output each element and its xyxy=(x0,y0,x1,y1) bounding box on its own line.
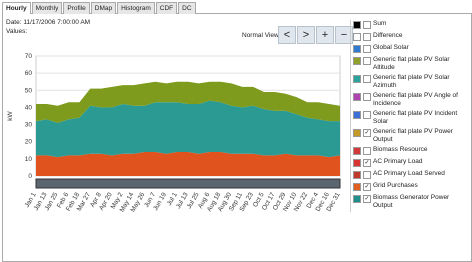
legend-item: Difference xyxy=(351,32,469,42)
legend-item: Generic flat plate PV Incident Solar xyxy=(351,110,469,126)
area-series xyxy=(36,100,340,158)
legend-label: AC Primary Load Served xyxy=(373,170,445,177)
date-label: Date: 11/17/2006 7:00:00 AM xyxy=(6,19,91,26)
legend-label: Biomass Resource xyxy=(373,146,428,153)
tab-bar: Hourly Monthly Profile DMap Histogram CDF DC xyxy=(2,2,197,14)
tab[interactable]: DMap xyxy=(90,2,117,14)
legend-swatch xyxy=(353,57,361,65)
legend-swatch xyxy=(353,33,361,41)
checkbox[interactable] xyxy=(363,75,371,83)
legend-swatch xyxy=(353,183,361,191)
legend-label: Generic flat plate PV Power Output xyxy=(373,128,453,143)
checkbox[interactable] xyxy=(363,21,371,29)
legend: Sum Difference Global Solar Generic flat pl… xyxy=(350,20,469,212)
y-axis-label: kW xyxy=(7,110,14,120)
tab[interactable]: Histogram xyxy=(117,2,155,14)
legend-swatch xyxy=(353,147,361,155)
checkbox[interactable]: ✓ xyxy=(363,183,371,191)
legend-label: Biomass Generator Power Output xyxy=(373,194,450,209)
checkbox[interactable] xyxy=(363,33,371,41)
button[interactable]: + xyxy=(316,26,334,44)
tab[interactable]: CDF xyxy=(155,2,178,14)
y-tick-label: 30 xyxy=(25,122,33,129)
checkbox[interactable] xyxy=(363,171,371,179)
legend-item: ✓ Biomass Generator Power Output xyxy=(351,194,469,210)
legend-item: Sum xyxy=(351,20,469,30)
legend-swatch xyxy=(353,159,361,167)
legend-item: Generic flat plate PV Solar Azimuth xyxy=(351,74,469,90)
area-series xyxy=(36,81,340,123)
legend-item: AC Primary Load Served xyxy=(351,170,469,180)
legend-swatch xyxy=(353,171,361,179)
legend-label: Generic flat plate PV Solar Azimuth xyxy=(373,74,450,89)
area-series xyxy=(36,152,340,176)
legend-item: Generic flat plate PV Solar Altitude xyxy=(351,56,469,72)
legend-swatch xyxy=(353,21,361,29)
legend-item: ✓ Generic flat plate PV Power Output xyxy=(351,128,469,144)
legend-label: Grid Purchases xyxy=(373,182,418,189)
tab[interactable]: Profile xyxy=(63,2,90,14)
values-label: Values: xyxy=(6,28,28,35)
legend-swatch xyxy=(353,195,361,203)
checkbox[interactable] xyxy=(363,93,371,101)
legend-item: Generic flat plate PV Angle of Incidence xyxy=(351,92,469,108)
legend-label: AC Primary Load xyxy=(373,158,423,165)
checkbox[interactable]: ✓ xyxy=(363,129,371,137)
legend-swatch xyxy=(353,129,361,137)
tab[interactable]: DC xyxy=(178,2,196,14)
checkbox[interactable] xyxy=(363,111,371,119)
y-tick-label: 20 xyxy=(25,139,33,146)
button[interactable]: > xyxy=(297,26,315,44)
y-tick-label: 60 xyxy=(25,70,33,77)
view-label: Normal View xyxy=(242,32,279,39)
legend-item: Global Solar xyxy=(351,44,469,54)
legend-label: Difference xyxy=(373,32,403,39)
tab[interactable]: Hourly xyxy=(2,2,31,14)
legend-item: ✓ AC Primary Load xyxy=(351,158,469,168)
button[interactable]: − xyxy=(335,26,353,44)
tab[interactable]: Monthly xyxy=(31,2,63,14)
legend-item: Biomass Resource xyxy=(351,146,469,156)
y-tick-label: 40 xyxy=(25,104,33,111)
legend-swatch xyxy=(353,45,361,53)
checkbox[interactable] xyxy=(363,147,371,155)
button[interactable]: < xyxy=(278,26,296,44)
scrollbar xyxy=(35,178,341,189)
legend-label: Global Solar xyxy=(373,44,409,51)
checkbox[interactable] xyxy=(363,45,371,53)
checkbox[interactable] xyxy=(363,57,371,65)
legend-label: Sum xyxy=(373,20,387,27)
legend-item: ✓ Grid Purchases xyxy=(351,182,469,192)
y-tick-label: 10 xyxy=(25,156,33,163)
checkbox[interactable]: ✓ xyxy=(363,159,371,167)
legend-label: Generic flat plate PV Solar Altitude xyxy=(373,56,450,71)
legend-label: Generic flat plate PV Incident Solar xyxy=(373,110,458,125)
legend-swatch xyxy=(353,93,361,101)
y-tick-label: 50 xyxy=(25,87,33,94)
legend-swatch xyxy=(353,111,361,119)
checkbox[interactable]: ✓ xyxy=(363,195,371,203)
legend-swatch xyxy=(353,75,361,83)
legend-label: Generic flat plate PV Angle of Incidence xyxy=(373,92,458,107)
y-tick-label: 0 xyxy=(28,173,32,180)
y-tick-label: 70 xyxy=(25,53,33,60)
